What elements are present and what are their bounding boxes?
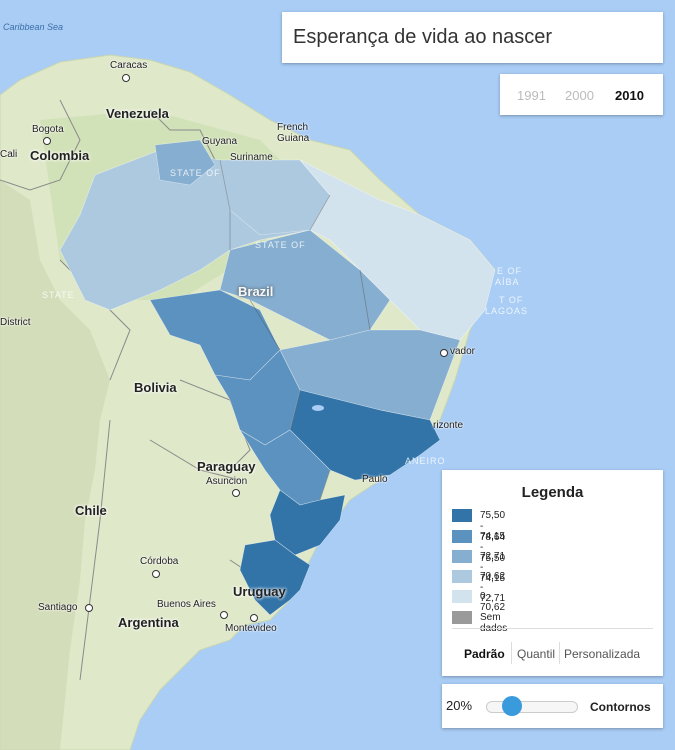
opacity-slider-handle[interactable] [502,696,522,716]
map-label-french-guiana-2: Guiana [277,133,310,144]
opacity-value: 20% [446,698,473,713]
andes-terrain [0,180,110,750]
map-label-venezuela: Venezuela [106,106,169,121]
map-label-district: District [0,317,31,328]
legend-divider [452,628,653,629]
map-label-french-guiana-1: French [277,122,309,133]
map-label-lagoas: LAGOAS [485,306,529,316]
map-label-paraguay: Paraguay [197,459,256,474]
city-dot-salvador [440,349,448,357]
city-dot-bogota [43,137,51,145]
map-label-state-of-1: STATE OF [170,168,221,178]
city-dot-asuncion [232,489,240,497]
map-label-suriname: Suriname [230,152,273,163]
map-label-rizonte: rizonte [433,420,464,431]
year-selector: 1991 2000 2010 [500,74,663,115]
map-label-cordoba: Córdoba [140,556,179,567]
map-title: Esperança de vida ao nascer [293,26,553,48]
map-label-uruguay: Uruguay [233,584,286,599]
map-label-argentina: Argentina [118,615,179,630]
map-label-brazil: Brazil [238,284,274,299]
map-label-guyana: Guyana [202,136,238,147]
map-label-state: STATE [42,290,75,300]
city-dot-buenos-aires [220,611,228,619]
legend-label: 75,50 - 78,64 [480,510,506,543]
city-dot-cordoba [152,570,160,578]
legend-label: 72,71 - 74,15 [480,551,506,584]
legend-label: 70,62 - 72,71 [480,571,506,604]
map-label-caribbean-sea: Caribbean Sea [3,22,64,32]
title-panel: Esperança de vida ao nascer [282,12,663,63]
brazil-choropleth [59,139,496,616]
map-label-t-of: T OF [499,295,524,305]
state-borders [219,159,371,501]
contours-toggle[interactable]: Contornos [590,700,651,714]
tab-personalizada[interactable]: Personalizada [564,647,641,661]
city-dot-caracas [122,74,130,82]
map-label-colombia: Colombia [30,148,90,163]
map-label-santiago: Santiago [38,602,78,613]
legend-swatch [452,590,472,603]
year-1991[interactable]: 1991 [517,88,546,103]
legend-title: Legenda [521,484,584,501]
map-label-caracas: Caracas [110,60,148,71]
map-label-montevideo: Montevideo [225,623,277,634]
legend-label: 0 - 70,62 [480,591,506,613]
map-label-e-of: E OF [497,266,523,276]
map-label-aneiro: ANEIRO [405,456,446,466]
legend-swatch [452,530,472,543]
legend-panel: Legenda 75,50 - 78,64 74,15 - 75,50 72,7… [442,470,663,676]
map-label-bogota: Bogota [32,124,64,135]
map-label-aiba: AÍBA [495,277,520,287]
year-2010[interactable]: 2010 [615,88,644,103]
tab-padrao[interactable]: Padrão [464,647,505,661]
legend-swatch [452,550,472,563]
city-dot-santiago [85,604,93,612]
map-label-bolivia: Bolivia [134,380,177,395]
map-label-state-of-2: STATE OF [255,240,306,250]
tab-separator [511,642,512,664]
tab-quantil[interactable]: Quantil [517,647,556,661]
map-label-buenos-aires: Buenos Aires [157,599,216,610]
map-label-cali: Cali [0,149,18,160]
year-2000[interactable]: 2000 [565,88,594,103]
map-label-vador: vador [450,346,476,357]
map-label-chile: Chile [75,503,107,518]
legend-swatch [452,611,472,624]
legend-swatch [452,570,472,583]
map-label-paulo: Paulo [362,474,388,485]
city-dot-montevideo [250,614,258,622]
tab-separator [559,642,560,664]
opacity-slider[interactable] [486,701,578,713]
legend-swatch [452,509,472,522]
legend-label: 74,15 - 75,50 [480,531,506,564]
legend-label: Sem dados [480,612,508,634]
opacity-panel: 20% Contornos [442,684,663,728]
lake [312,405,324,411]
map-label-asuncion: Asuncion [206,476,248,487]
